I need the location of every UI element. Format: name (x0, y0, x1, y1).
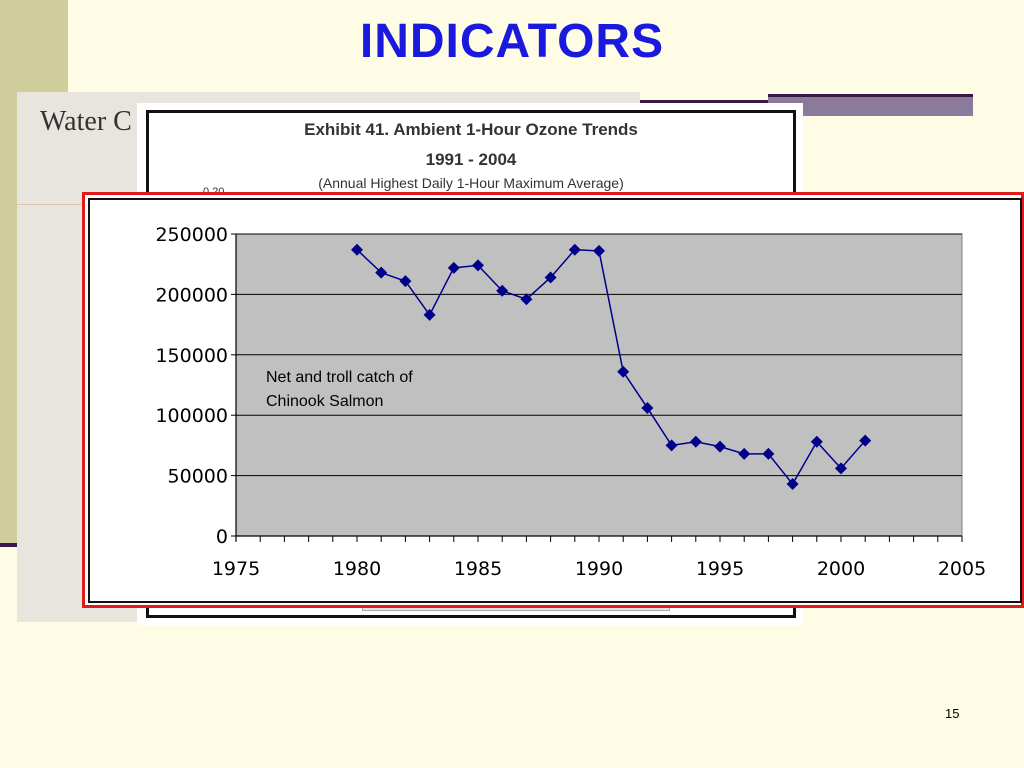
data-point (786, 478, 799, 491)
plot-area (235, 233, 963, 537)
x-tick-label: 1990 (575, 558, 623, 580)
data-point (617, 365, 630, 378)
y-tick-label: 200000 (155, 284, 228, 306)
data-point (520, 293, 533, 306)
x-tick-label: 1975 (212, 558, 260, 580)
data-point (544, 271, 557, 284)
chart-annotation-line-2: Chinook Salmon (266, 393, 384, 410)
y-tick-label: 250000 (155, 224, 228, 246)
data-point (568, 243, 581, 256)
exhibit-years: 1991 - 2004 (425, 150, 517, 169)
exhibit-title: Exhibit 41. Ambient 1-Hour Ozone Trends (304, 120, 638, 139)
x-tick-label: 1980 (333, 558, 381, 580)
data-point (351, 243, 363, 256)
y-tick-label: 0 (216, 526, 228, 548)
data-point (641, 401, 654, 414)
data-point (835, 462, 847, 475)
y-tick-label: 100000 (155, 405, 228, 427)
data-point (859, 434, 872, 447)
x-tick-label: 2000 (817, 558, 865, 580)
y-tick-label: 50000 (168, 466, 228, 488)
exhibit-subtitle: (Annual Highest Daily 1-Hour Maximum Ave… (318, 175, 624, 191)
data-point (496, 284, 509, 297)
x-tick-label: 2005 (938, 558, 986, 580)
data-point (375, 266, 388, 279)
data-point (399, 275, 412, 288)
slide-title: INDICATORS (359, 15, 665, 68)
data-point (810, 435, 823, 448)
slide-number: 15 (945, 706, 960, 721)
data-point (423, 308, 436, 321)
data-point (593, 244, 605, 257)
x-tick-label: 1995 (696, 558, 744, 580)
data-point (447, 261, 460, 274)
data-point (665, 439, 678, 452)
title-divider-block (768, 94, 973, 116)
data-point (762, 447, 775, 460)
data-point (738, 447, 751, 460)
chart-annotation-line-1: Net and troll catch of (266, 369, 413, 386)
series-line (356, 248, 866, 486)
data-point (714, 440, 726, 453)
x-tick-label: 1985 (454, 558, 502, 580)
background-panel-heading: Water C (40, 106, 132, 137)
data-point (689, 435, 702, 448)
y-tick-label: 150000 (155, 345, 228, 367)
chart-annotation: Net and troll catch of Chinook Salmon (266, 366, 496, 414)
data-point (472, 259, 484, 272)
